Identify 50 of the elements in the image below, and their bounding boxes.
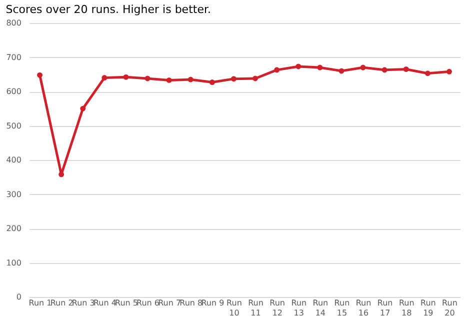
point: [188, 76, 194, 82]
point: [317, 64, 323, 70]
y-tick-label: 800: [6, 18, 22, 28]
y-tick-label: 200: [6, 224, 22, 233]
point: [360, 64, 366, 70]
x-tick-label: Run 8: [180, 298, 203, 308]
x-tick-label: Run 6: [136, 298, 160, 308]
x-tick-label: Run 1: [28, 298, 52, 308]
x-tick-label: Run 12: [270, 298, 285, 318]
point: [274, 67, 280, 73]
y-tick-label: 100: [6, 258, 22, 268]
point: [80, 106, 86, 112]
x-tick-label: Run 16: [356, 298, 372, 318]
y-tick-label: 700: [6, 52, 22, 62]
point: [230, 76, 236, 82]
point: [123, 74, 129, 80]
x-tick-label: Run 3: [72, 298, 95, 308]
point: [424, 70, 430, 76]
x-tick-label: Run 11: [248, 298, 264, 318]
y-tick-label: 600: [6, 87, 22, 96]
chart-subtitle: Scores over 20 runs. Higher is better.: [6, 3, 211, 16]
y-tick-label: 400: [6, 156, 22, 164]
x-tick-label: Run 13: [291, 298, 307, 318]
point: [338, 68, 344, 74]
x-tick-label: Run 20: [442, 298, 458, 318]
point: [209, 80, 215, 85]
x-tick-label: Run 18: [398, 298, 414, 318]
point: [296, 64, 302, 70]
x-tick-label: Run 2: [50, 298, 74, 308]
x-tick-label: Run 19: [420, 298, 436, 318]
point: [403, 66, 409, 72]
x-tick-label: Run 17: [377, 298, 393, 318]
point: [166, 77, 172, 83]
point: [144, 76, 150, 82]
x-tick-label: Run 9: [201, 298, 224, 308]
point: [252, 76, 258, 82]
point: [102, 75, 108, 81]
y-tick-label: 300: [6, 190, 22, 199]
point: [37, 72, 43, 78]
y-tick-label: 0: [16, 292, 22, 302]
y-tick-label: 500: [6, 121, 22, 130]
point: [58, 172, 64, 178]
x-tick-label: Run 14: [312, 298, 328, 318]
x-tick-label: Run 7: [158, 298, 182, 308]
point: [382, 67, 388, 73]
x-tick-label: Run 15: [334, 298, 350, 318]
x-tick-label: Run 5: [114, 298, 138, 308]
point: [446, 68, 452, 74]
x-tick-label: Run 4: [93, 298, 116, 308]
x-tick-label: Run 10: [226, 298, 242, 318]
